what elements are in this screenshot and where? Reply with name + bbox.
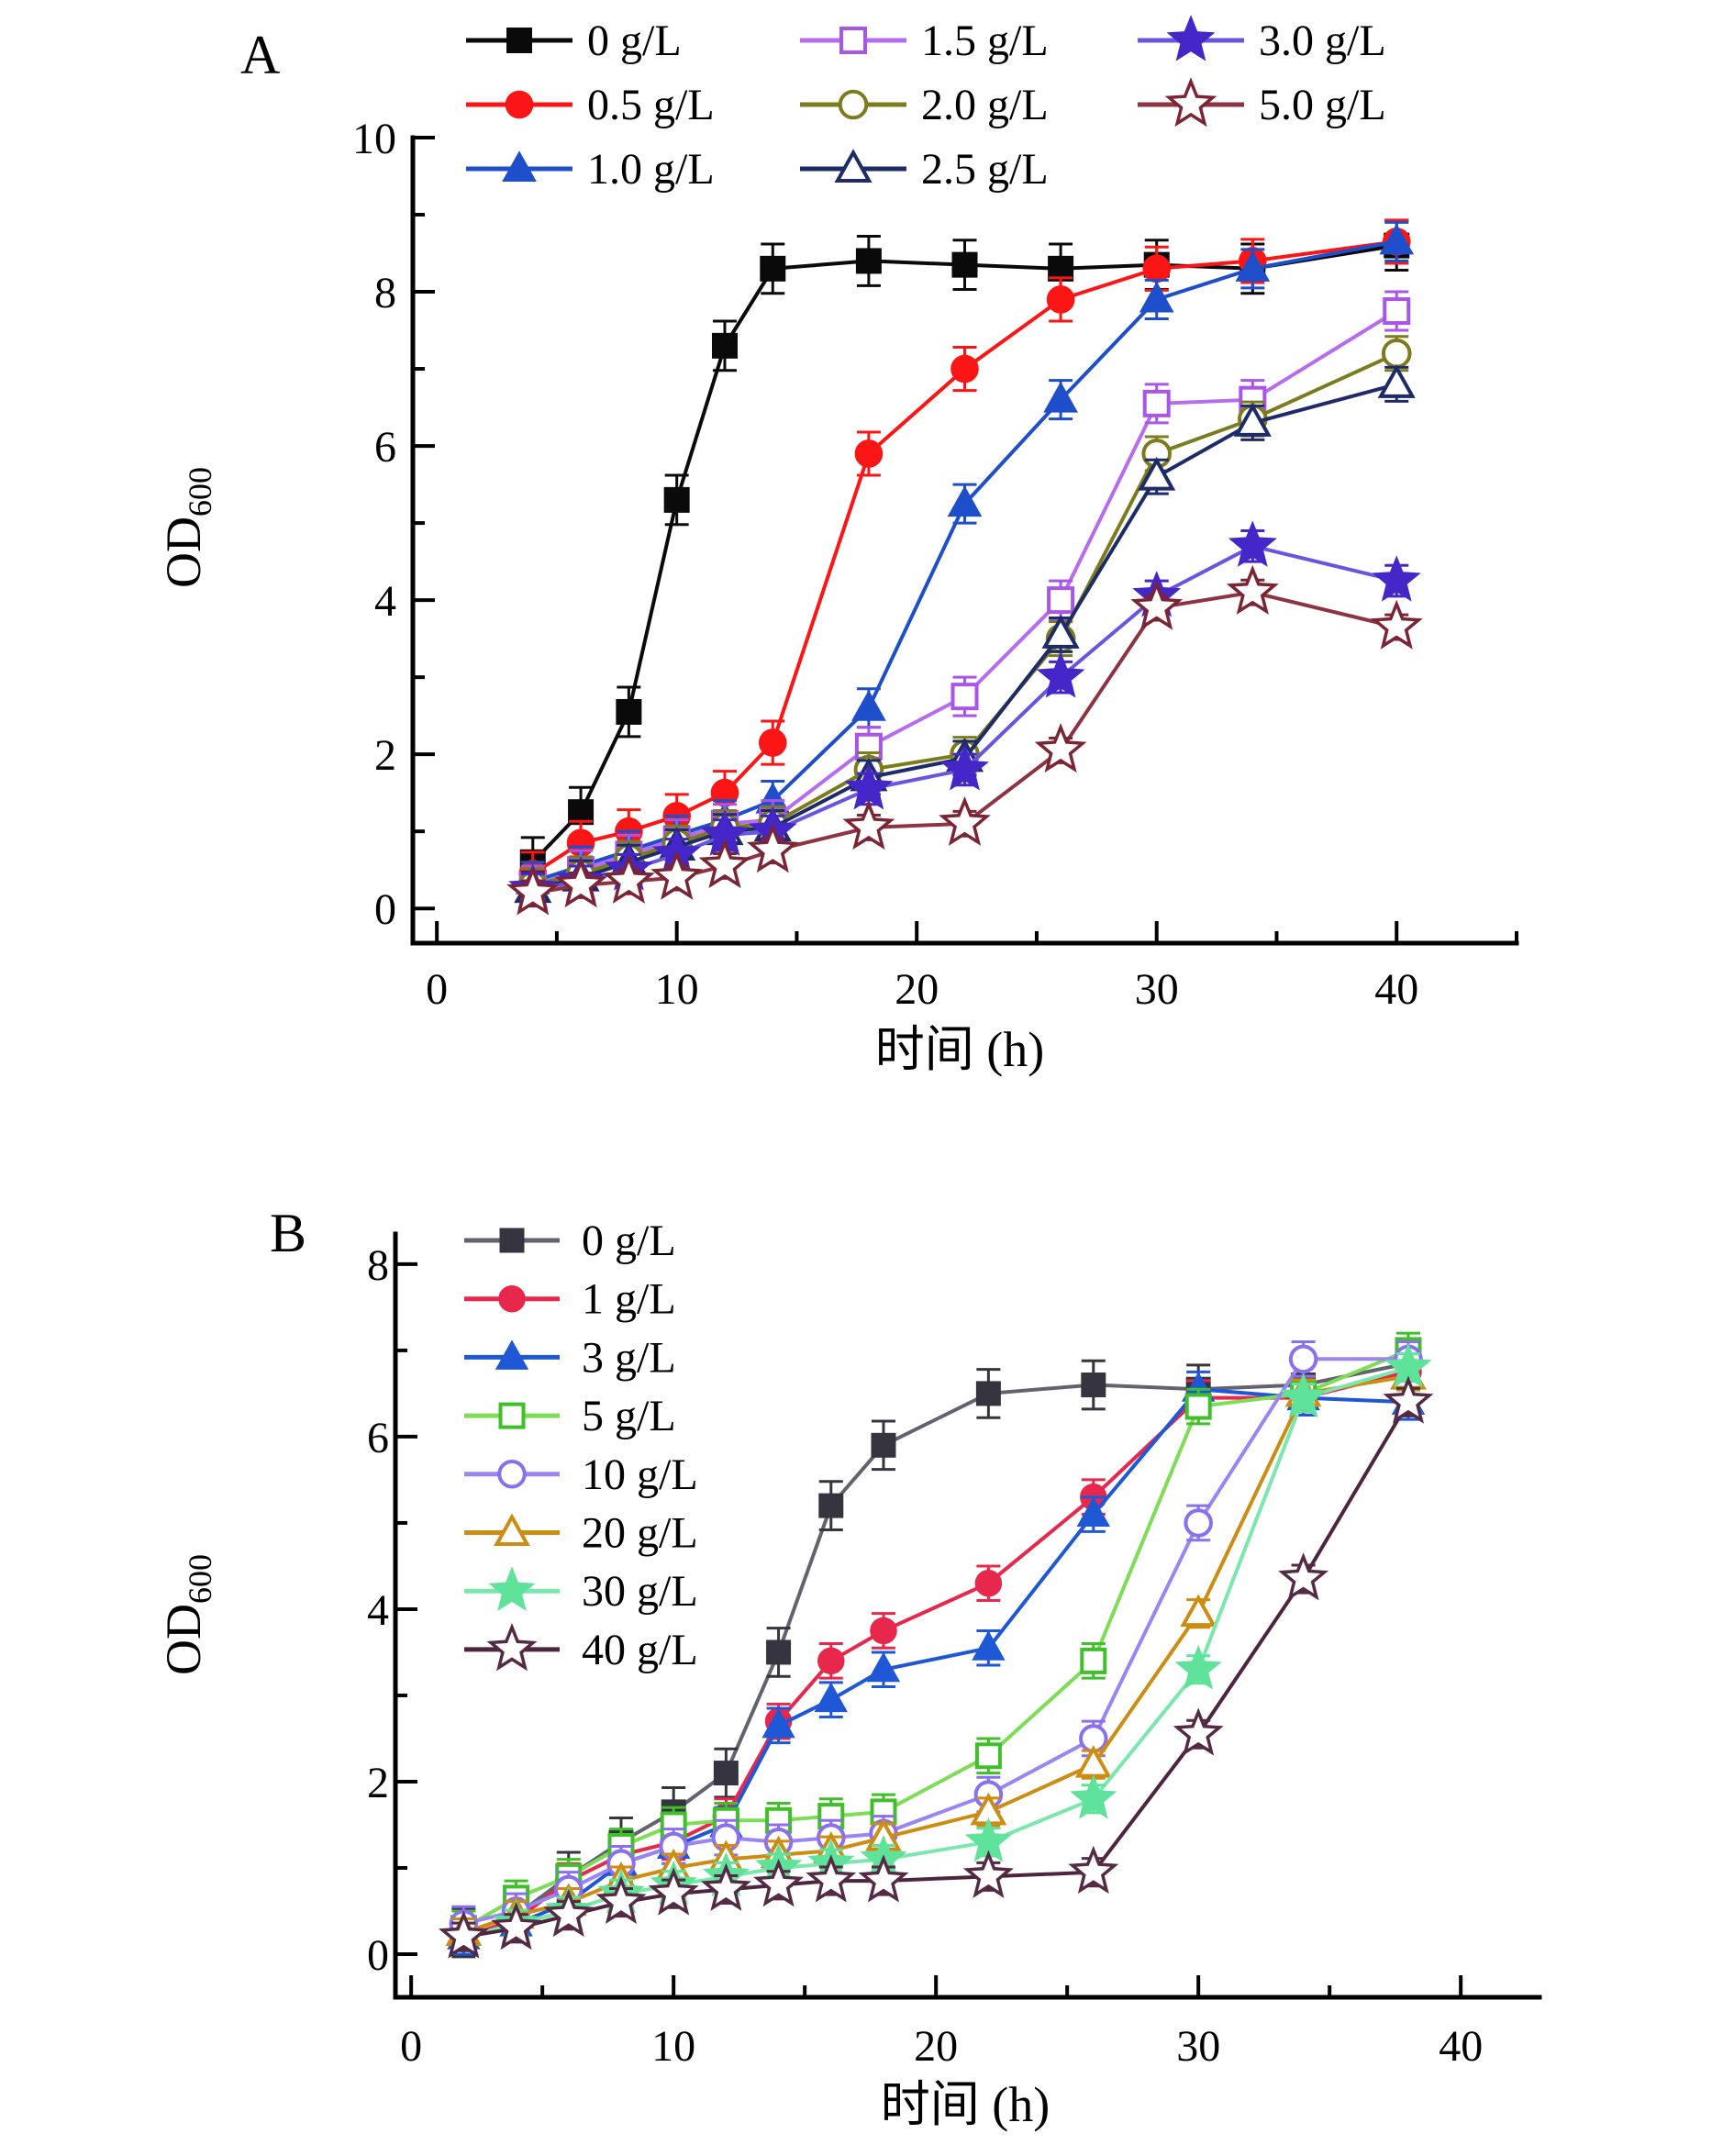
panel-b-ylabel-subscript: 600 bbox=[182, 1554, 218, 1604]
y-tick-label: 10 bbox=[352, 115, 396, 163]
tick-marks bbox=[413, 136, 1518, 943]
legend-item-10-g-L: 10 g/L bbox=[464, 1450, 698, 1499]
panel-a-label: A bbox=[240, 25, 280, 85]
x-tick-label: 20 bbox=[914, 2022, 958, 2071]
legend-label: 5 g/L bbox=[582, 1392, 676, 1440]
panel-a-ylabel: OD600 bbox=[156, 467, 218, 588]
legend-label: 10 g/L bbox=[582, 1450, 698, 1499]
error-bars bbox=[520, 218, 1409, 897]
legend-item-0-g-L: 0 g/L bbox=[466, 17, 682, 65]
legend-item-5-g-L: 5 g/L bbox=[464, 1392, 676, 1440]
y-tick-label: 4 bbox=[374, 577, 396, 626]
legend-item-3-g-L: 3 g/L bbox=[464, 1333, 676, 1382]
legend-item-3.0-g-L: 3.0 g/L bbox=[1138, 15, 1386, 65]
legend-item-1.0-g-L: 1.0 g/L bbox=[466, 145, 715, 194]
error-bars bbox=[520, 219, 1409, 889]
y-tick-label: 8 bbox=[367, 1241, 389, 1290]
y-tick-label: 0 bbox=[374, 885, 396, 934]
legend-label: 0 g/L bbox=[582, 1217, 676, 1265]
legend-item-20-g-L: 20 g/L bbox=[464, 1509, 698, 1558]
legend-label: 1.0 g/L bbox=[587, 145, 715, 194]
y-tick-label: 4 bbox=[367, 1586, 389, 1635]
x-tick-labels: 0 10 20 30 40 bbox=[400, 2022, 1483, 2071]
series-40-g-L bbox=[438, 1375, 1434, 1959]
x-tick-labels: 0 10 20 30 40 bbox=[426, 965, 1418, 1014]
x-tick-label: 30 bbox=[1135, 965, 1179, 1014]
legend-label: 5.0 g/L bbox=[1259, 81, 1386, 129]
legend-item-2.5-g-L: 2.5 g/L bbox=[800, 145, 1049, 194]
y-tick-label: 6 bbox=[367, 1414, 389, 1462]
panel-b-label: B bbox=[270, 1203, 306, 1263]
y-tick-label: 2 bbox=[374, 731, 396, 780]
legend-label: 3 g/L bbox=[582, 1333, 676, 1382]
series-0.5-g-L bbox=[518, 218, 1411, 897]
panel-b-plot-area: 0 10 20 30 40 0 2 4 6 8 0 g/L 1 g/L 3 g/L 5 g/L 10 g/L… bbox=[367, 1217, 1542, 2071]
legend-item-1.5-g-L: 1.5 g/L bbox=[800, 17, 1049, 65]
x-tick-label: 30 bbox=[1176, 2022, 1220, 2071]
panel-a-xlabel: 时间 (h) bbox=[875, 1022, 1044, 1077]
legend-item-30-g-L: 30 g/L bbox=[464, 1566, 698, 1616]
legend-label: 30 g/L bbox=[582, 1567, 698, 1616]
x-tick-label: 0 bbox=[426, 965, 448, 1014]
x-tick-label: 0 bbox=[400, 2022, 422, 2071]
legend-item-0-g-L: 0 g/L bbox=[464, 1217, 676, 1265]
legend-label: 2.5 g/L bbox=[921, 145, 1049, 194]
legend-label: 1.5 g/L bbox=[921, 17, 1049, 65]
legend-item-0.5-g-L: 0.5 g/L bbox=[466, 81, 715, 129]
y-tick-label: 2 bbox=[367, 1759, 389, 1807]
x-tick-label: 20 bbox=[895, 965, 939, 1014]
legend: 0 g/L 1 g/L 3 g/L 5 g/L 10 g/L 20 g/L 30 g/L 40… bbox=[464, 1217, 698, 1674]
y-tick-label: 8 bbox=[374, 269, 396, 317]
y-tick-label: 6 bbox=[374, 423, 396, 472]
legend-label: 0.5 g/L bbox=[587, 81, 715, 129]
legend-label: 3.0 g/L bbox=[1259, 17, 1386, 65]
panel-a-ylabel-subscript: 600 bbox=[182, 467, 218, 517]
axes bbox=[393, 1231, 1542, 2000]
legend-item-1-g-L: 1 g/L bbox=[464, 1275, 676, 1324]
y-tick-labels: 0 2 4 6 8 10 bbox=[352, 115, 396, 934]
legend-item-2.0-g-L: 2.0 g/L bbox=[800, 81, 1049, 129]
series-5.0-g-L bbox=[506, 564, 1423, 916]
legend-item-40-g-L: 40 g/L bbox=[464, 1622, 698, 1674]
legend-label: 20 g/L bbox=[582, 1509, 698, 1558]
tick-marks bbox=[395, 1261, 1463, 1997]
x-tick-label: 40 bbox=[1374, 965, 1418, 1014]
x-tick-label: 40 bbox=[1439, 2022, 1483, 2071]
axes bbox=[410, 135, 1519, 946]
series-0-g-L bbox=[519, 219, 1410, 889]
panel-a-plot-area: 0 10 20 30 40 0 2 4 6 8 10 0 g/L 0.5 g/L 1.0 g/L 1.5 g… bbox=[352, 15, 1519, 1014]
x-tick-label: 10 bbox=[655, 965, 699, 1014]
legend-label: 1 g/L bbox=[582, 1275, 676, 1324]
legend-label: 0 g/L bbox=[587, 17, 682, 65]
legend-label: 2.0 g/L bbox=[921, 81, 1049, 129]
y-tick-labels: 0 2 4 6 8 bbox=[367, 1241, 389, 1980]
y-tick-label: 0 bbox=[367, 1931, 389, 1980]
legend-label: 40 g/L bbox=[582, 1626, 698, 1674]
panel-b-xlabel: 时间 (h) bbox=[881, 2077, 1050, 2132]
x-tick-label: 10 bbox=[651, 2022, 695, 2071]
chart-panel-b: B OD600 时间 (h) 0 10 20 30 40 0 2 4 6 8 0 g/L 1 g/L 3… bbox=[156, 1203, 1542, 2132]
chart-panel-a: A OD600 时间 (h) 0 10 20 30 40 0 2 4 6 8 10 0 g/L 0.5 … bbox=[156, 15, 1519, 1077]
panel-b-ylabel: OD600 bbox=[156, 1554, 218, 1675]
legend: 0 g/L 0.5 g/L 1.0 g/L 1.5 g/L 2.0 g/L 2.5 g/L… bbox=[466, 15, 1386, 194]
legend-item-5.0-g-L: 5.0 g/L bbox=[1138, 77, 1386, 129]
